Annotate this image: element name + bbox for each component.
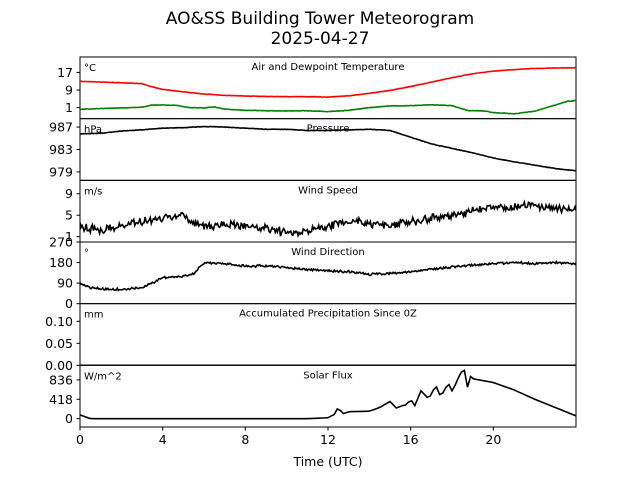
panel-unit-label: W/m^2 (84, 371, 122, 382)
y-tick-label: 987 (49, 120, 73, 135)
y-tick-label: 1 (65, 229, 73, 244)
panel-unit-label: m/s (84, 186, 102, 197)
panel-title: Solar Flux (303, 370, 353, 381)
series-line-wind_speed-0 (80, 199, 576, 239)
series-line-temp-0 (80, 66, 576, 99)
panel-unit-label: °C (84, 63, 96, 74)
panel-title: Wind Direction (291, 247, 365, 258)
x-tick-label: 12 (320, 432, 336, 447)
panel-temp: 1 9 17 °C Air and Dewpoint Temperature (57, 56, 577, 120)
panel-title: Pressure (307, 124, 350, 135)
panel-pressure: 979 983 987 hPa Pressure (49, 118, 577, 181)
panel-solar: 0 418 836 W/m^2 Solar Flux (49, 364, 577, 428)
panel-title: Wind Speed (298, 185, 358, 196)
y-tick-label: 9 (65, 186, 73, 201)
y-tick-label: 9 (65, 83, 73, 98)
panel-unit-label: ° (84, 248, 89, 259)
panel-precip: 0.00 0.05 0.10 mm Accumulated Precipitation … (45, 303, 577, 373)
panel-unit-label: hPa (84, 125, 102, 136)
y-tick-label: 979 (49, 164, 73, 179)
x-tick-label: 20 (485, 432, 501, 447)
y-tick-label: 270 (49, 235, 73, 250)
chart-title: AO&SS Building Tower Meteorogram (166, 9, 474, 29)
panel-wind_speed: 1 5 9 m/s Wind Speed (65, 179, 577, 244)
x-tick-label: 4 (159, 432, 167, 447)
x-tick-label: 0 (76, 432, 84, 447)
panel-unit-label: mm (84, 310, 103, 321)
x-axis-label: Time (UTC) (292, 454, 362, 469)
y-tick-label: 17 (57, 65, 73, 80)
y-tick-label: 0 (65, 296, 73, 311)
series-line-temp-1 (80, 99, 576, 115)
y-tick-label: 0.00 (45, 358, 73, 373)
y-tick-label: 90 (57, 276, 73, 291)
y-tick-label: 1 (65, 100, 73, 115)
y-tick-label: 0.05 (45, 336, 73, 351)
y-tick-label: 0.10 (45, 314, 73, 329)
y-tick-label: 418 (49, 392, 73, 407)
panel-title: Accumulated Precipitation Since 0Z (239, 309, 417, 320)
x-tick-label: 16 (403, 432, 419, 447)
y-tick-label: 5 (65, 208, 73, 223)
series-line-pressure-0 (80, 125, 576, 172)
series-line-solar-0 (80, 369, 576, 420)
y-tick-label: 983 (49, 142, 73, 157)
chart-subtitle: 2025-04-27 (271, 29, 370, 49)
panel-title: Air and Dewpoint Temperature (252, 62, 405, 73)
y-tick-label: 180 (49, 255, 73, 270)
y-tick-label: 836 (49, 372, 73, 387)
series-line-wind_dir-0 (80, 260, 576, 292)
x-tick-label: 8 (241, 432, 249, 447)
y-tick-label: 0 (65, 411, 73, 426)
x-axis: 0 4 8 12 16 20 (76, 427, 501, 447)
panel-wind_dir: 0 90 180 270 ° Wind Direction (49, 235, 577, 311)
